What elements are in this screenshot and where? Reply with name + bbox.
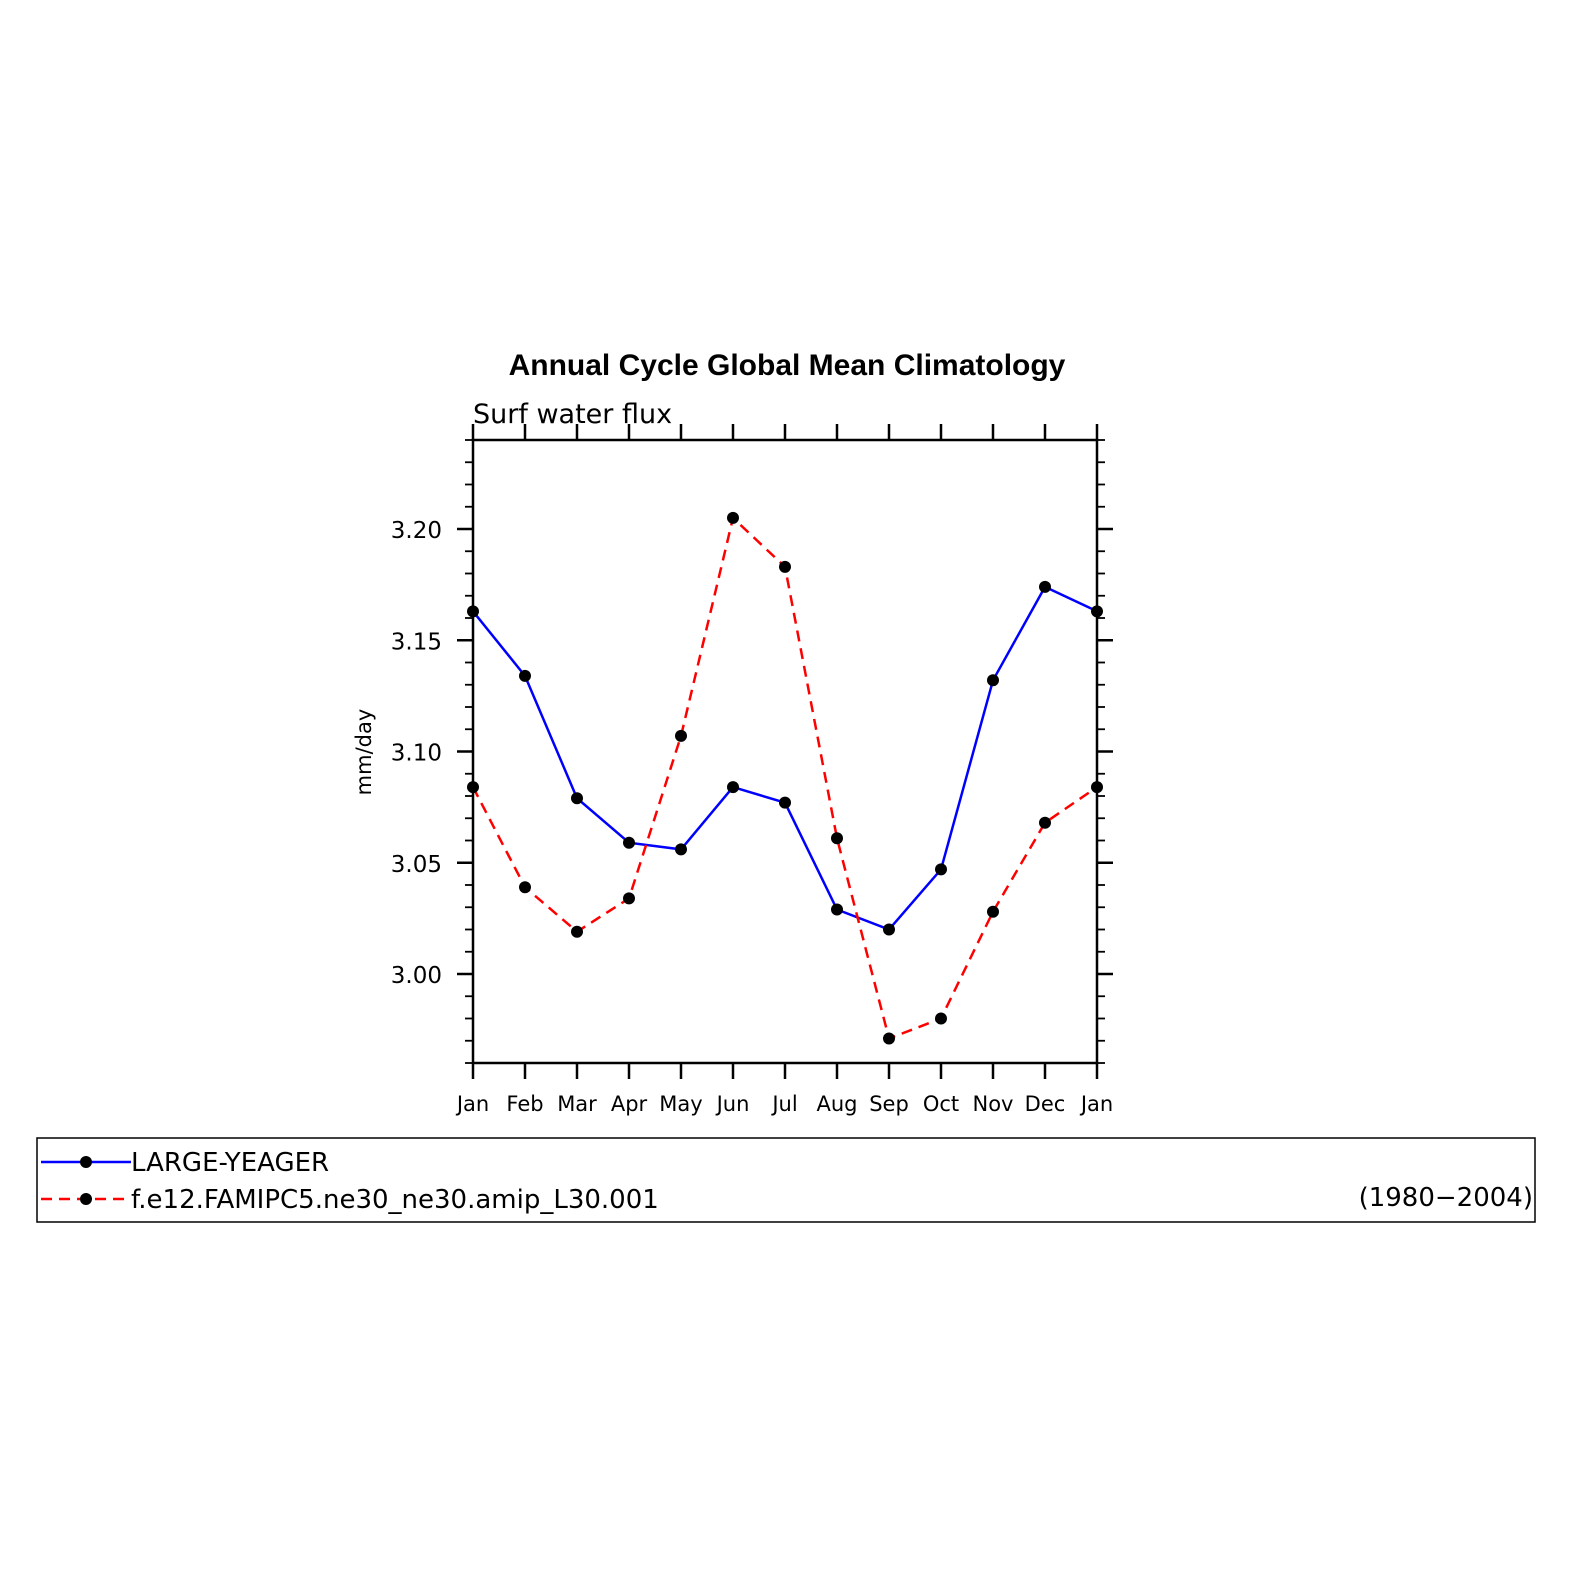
- chart-subtitle: Surf water flux: [473, 399, 672, 430]
- series-2-point: [1039, 816, 1051, 829]
- plot-frame: [471, 438, 1099, 1065]
- series-1-point: [1039, 580, 1051, 593]
- x-tick-label: May: [659, 1092, 702, 1116]
- series-line-2: [471, 515, 1098, 1041]
- series-2-point: [883, 1032, 895, 1045]
- series-1-point: [623, 836, 635, 849]
- x-tick-label: Aug: [816, 1092, 857, 1116]
- series-2-point: [935, 1012, 947, 1025]
- x-tick-label: Oct: [923, 1092, 959, 1116]
- legend-marker-1: [80, 1156, 92, 1168]
- legend-label-1: LARGE-YEAGER: [131, 1148, 329, 1178]
- series-1-point: [831, 903, 843, 916]
- x-tick-label: Nov: [973, 1092, 1014, 1116]
- series-2-point: [1091, 781, 1103, 794]
- series-1-point: [779, 796, 791, 809]
- series-line-1: [472, 585, 1098, 931]
- y-tick-label: 3.05: [391, 852, 442, 878]
- legend-box: [36, 1137, 1536, 1223]
- x-tick-label: Jan: [455, 1092, 489, 1116]
- y-tick-label: 3.15: [391, 629, 442, 655]
- series-2-point: [779, 560, 791, 573]
- x-tick-label: Apr: [611, 1092, 648, 1116]
- series-2-point: [675, 729, 687, 742]
- series-1-point: [987, 674, 999, 687]
- legend-label-2: f.e12.FAMIPC5.ne30_ne30.amip_L30.001: [131, 1185, 659, 1215]
- series-2-point: [623, 892, 635, 905]
- y-tick-label: 3.00: [391, 963, 442, 989]
- series-2-point: [519, 881, 531, 894]
- series-2-point: [467, 781, 479, 794]
- series-1-point: [571, 792, 583, 805]
- series-1-point: [519, 669, 531, 682]
- series-2-point: [987, 905, 999, 918]
- legend-note: (1980−2004): [1359, 1183, 1533, 1213]
- x-tick-label: Dec: [1025, 1092, 1066, 1116]
- chart-title: Annual Cycle Global Mean Climatology: [509, 349, 1066, 382]
- x-tick-label: Jan: [1079, 1092, 1113, 1116]
- x-tick-label: Mar: [557, 1092, 597, 1116]
- y-tick-label: 3.10: [391, 741, 442, 767]
- series-1-point: [883, 923, 895, 936]
- series-1-point: [467, 605, 479, 618]
- series-1-point: [935, 863, 947, 876]
- x-tick-label: Feb: [506, 1092, 543, 1116]
- x-tick-label: Jun: [715, 1092, 750, 1116]
- legend: LARGE-YEAGER f.e12.FAMIPC5.ne30_ne30.amip…: [41, 1148, 659, 1215]
- series-2-point: [727, 511, 739, 524]
- series-points: [467, 511, 1103, 1045]
- y-tick-label: 3.20: [391, 518, 442, 544]
- axis-ticks: [457, 424, 1113, 1079]
- x-tick-label: Jul: [770, 1092, 797, 1116]
- x-tick-labels: Jan Feb Mar Apr May Jun Jul Aug Sep Oct Nov Dec Jan: [455, 1092, 1113, 1116]
- series-1-point: [727, 781, 739, 794]
- series-2-point: [831, 832, 843, 845]
- series-lines: [471, 515, 1098, 1041]
- x-tick-label: Sep: [869, 1092, 909, 1116]
- series-1-point: [1091, 605, 1103, 618]
- legend-marker-2: [80, 1193, 92, 1205]
- series-2-point: [571, 925, 583, 938]
- y-tick-labels: 3.00 3.05 3.10 3.15 3.20: [391, 518, 442, 989]
- series-1-point: [675, 843, 687, 856]
- y-axis-label: mm/day: [352, 709, 376, 796]
